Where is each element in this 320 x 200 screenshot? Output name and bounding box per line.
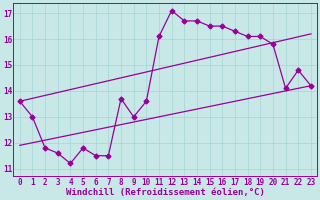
- X-axis label: Windchill (Refroidissement éolien,°C): Windchill (Refroidissement éolien,°C): [66, 188, 265, 197]
